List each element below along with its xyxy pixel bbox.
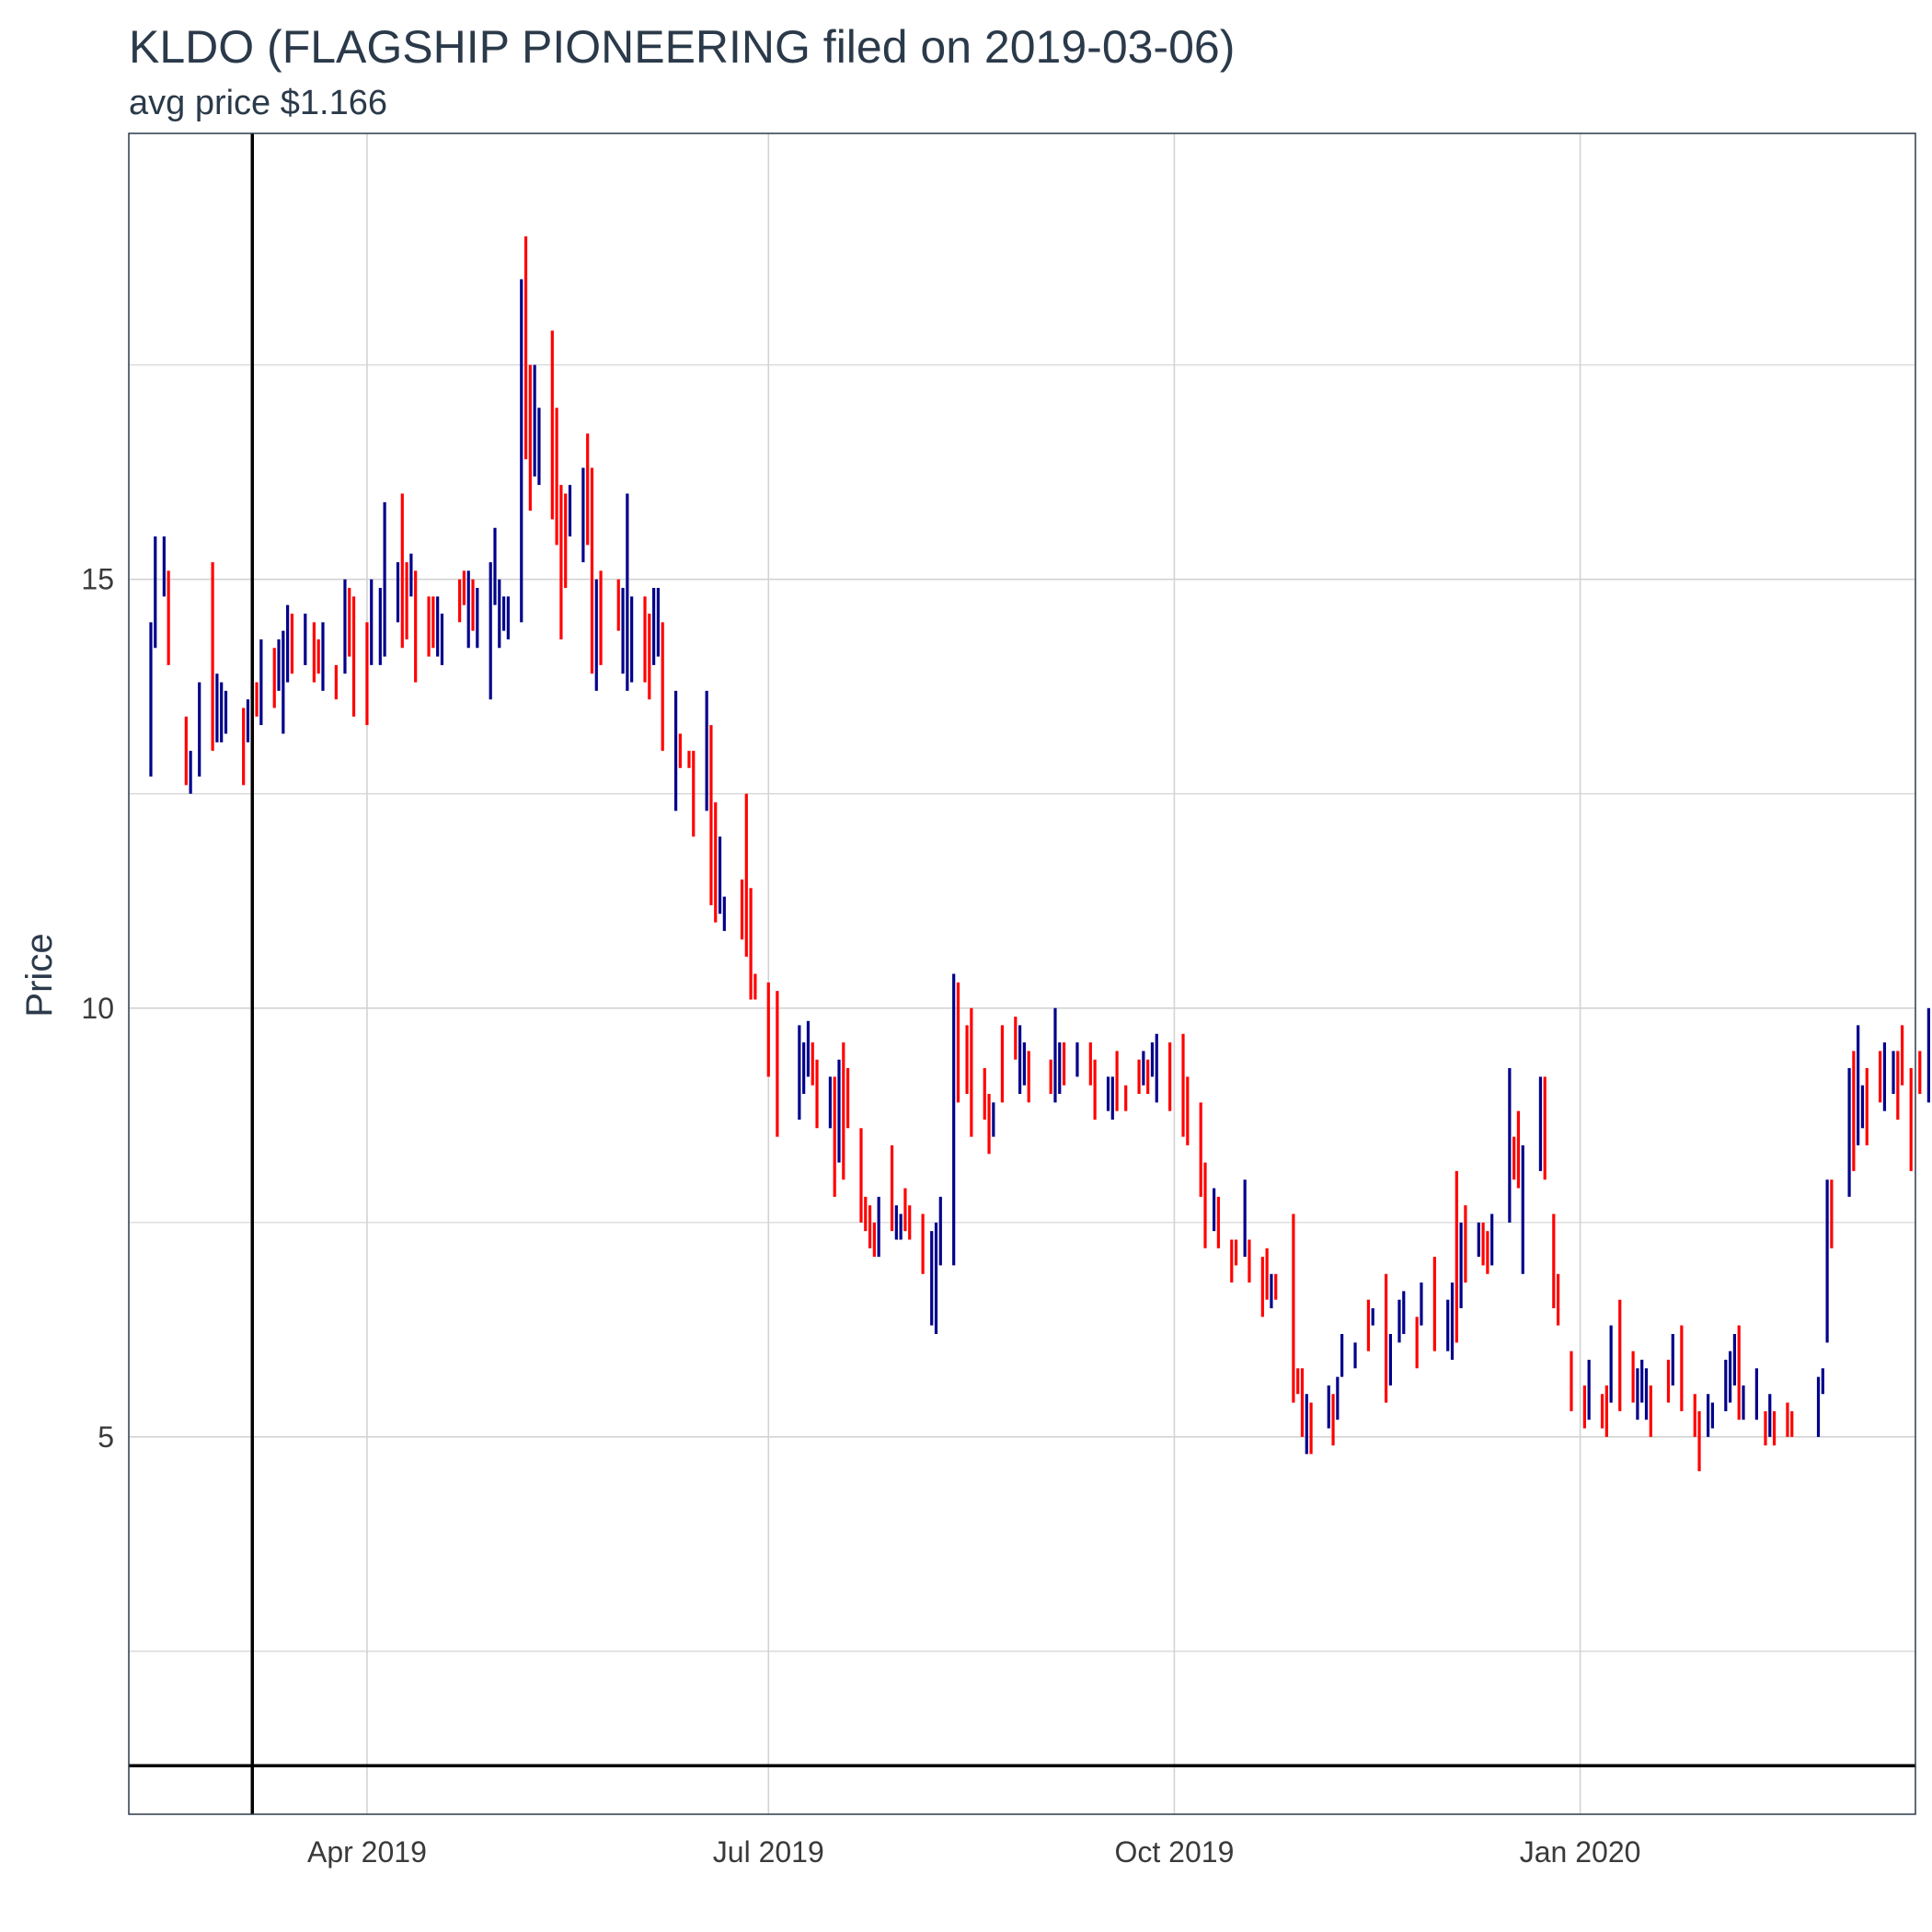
reference-lines xyxy=(129,133,1915,1814)
axis-ticks: 5 10 15 Apr 2019 Jul 2019 Oct 2019 Jan 2020 xyxy=(81,563,1640,1869)
x-tick-label: Apr 2019 xyxy=(307,1835,427,1869)
x-tick-label: Jul 2019 xyxy=(713,1835,824,1869)
y-axis-label: Price xyxy=(19,933,60,1017)
y-tick-label: 15 xyxy=(81,563,114,596)
y-tick-label: 10 xyxy=(81,992,114,1025)
chart-subtitle: avg price $1.166 xyxy=(129,84,387,122)
y-tick-label: 5 xyxy=(98,1420,114,1454)
ohlc-bars xyxy=(149,236,1930,1472)
panel-border xyxy=(128,132,1916,1815)
chart-title: KLDO (FLAGSHIP PIONEERING filed on 2019-… xyxy=(129,21,1235,73)
grid xyxy=(129,133,1915,1814)
x-tick-label: Oct 2019 xyxy=(1115,1835,1235,1869)
x-tick-label: Jan 2020 xyxy=(1520,1835,1641,1869)
